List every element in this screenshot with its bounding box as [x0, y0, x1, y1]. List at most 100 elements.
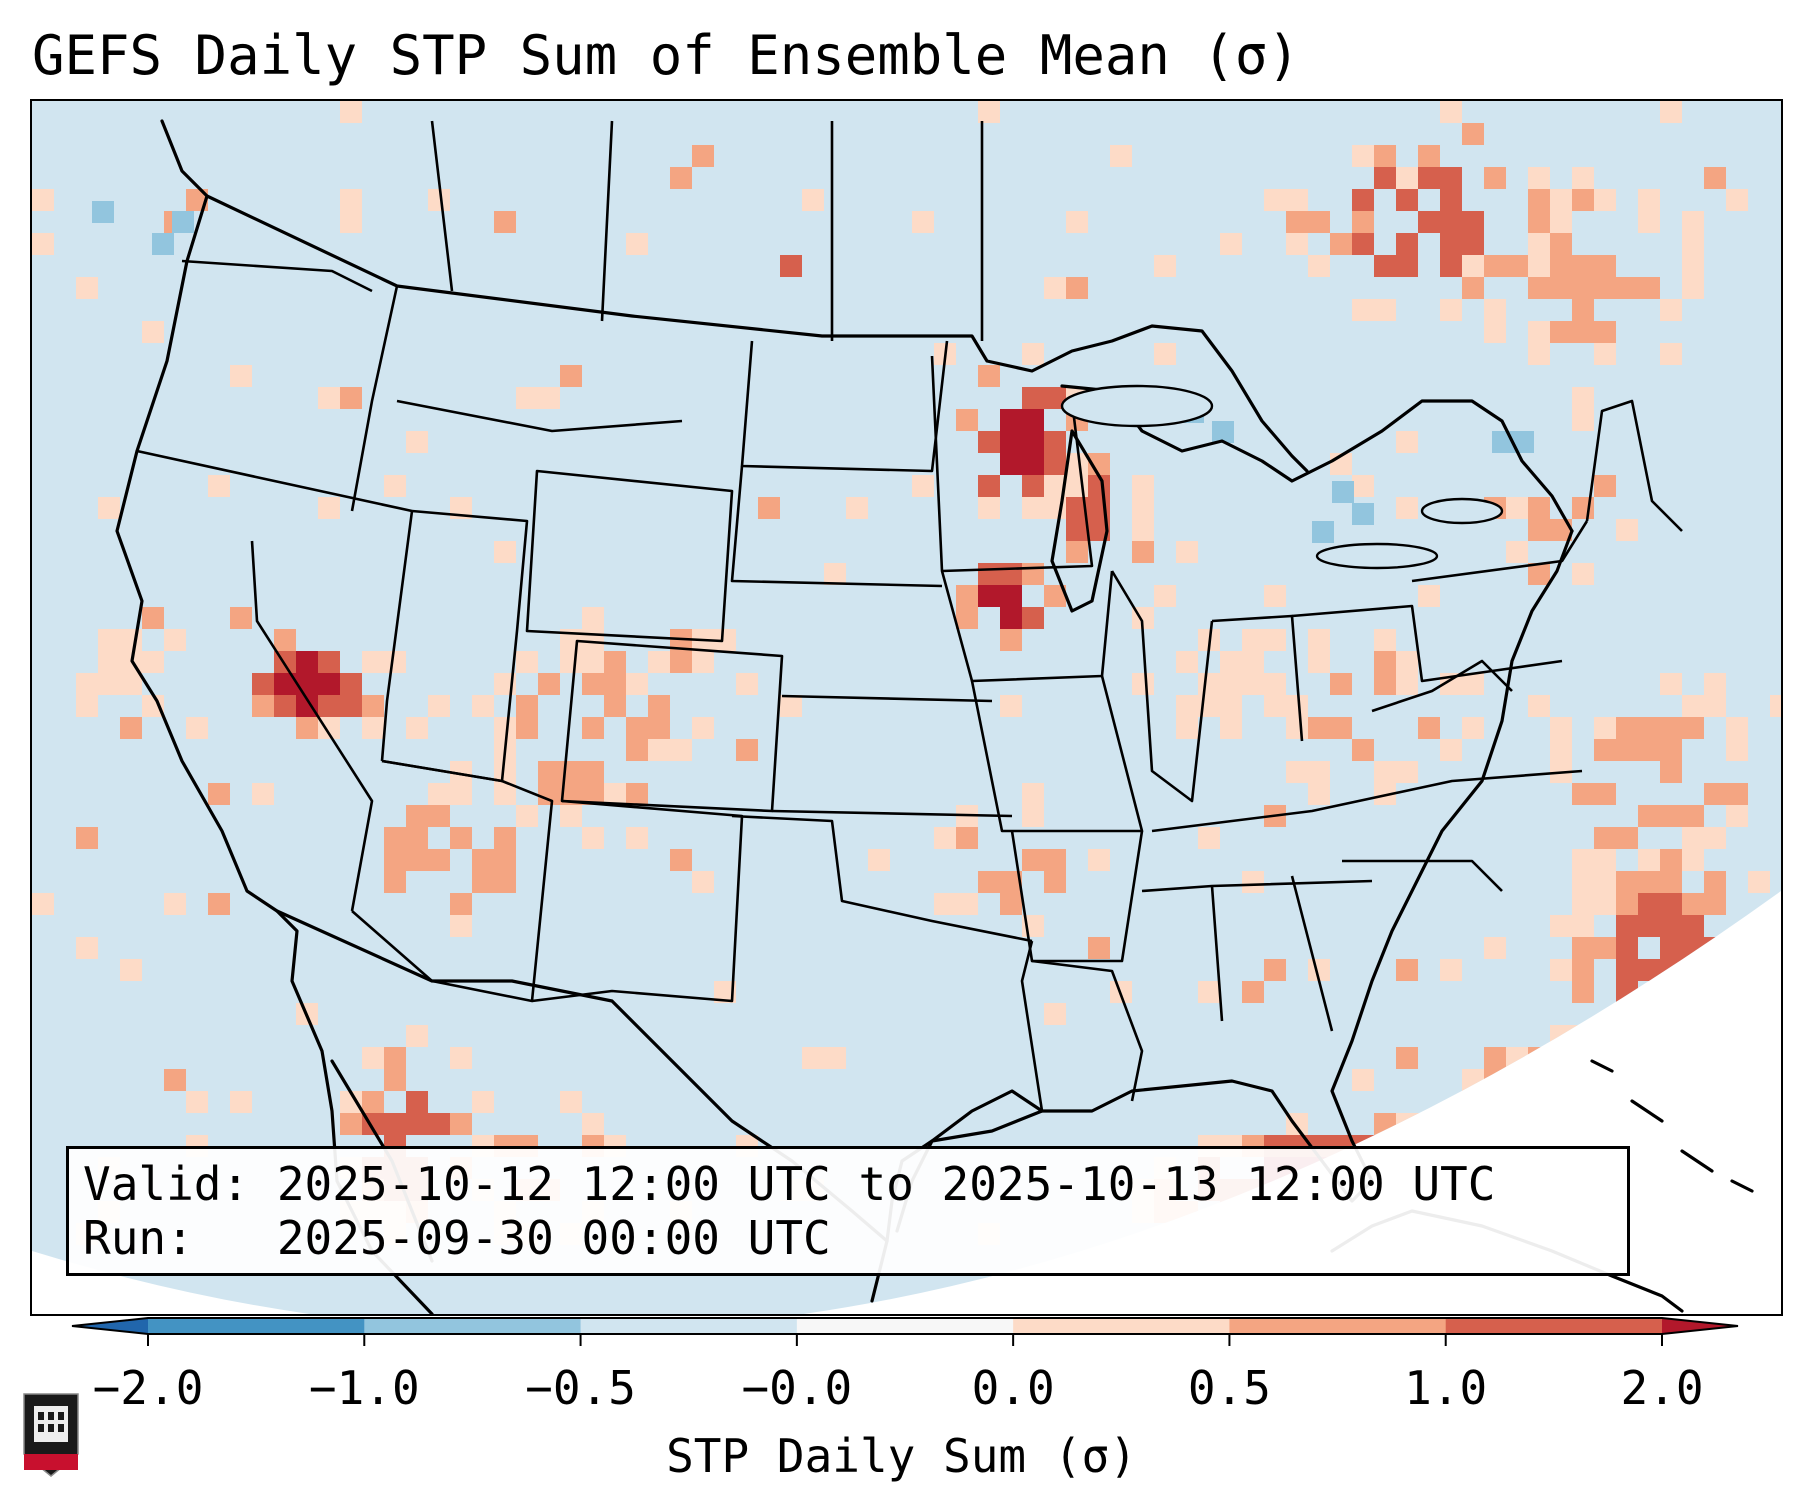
colorbar-segment	[1445, 1318, 1663, 1334]
anomaly-cell	[1286, 761, 1308, 783]
anomaly-cell	[1000, 453, 1022, 475]
anomaly-cell	[1374, 673, 1396, 695]
anomaly-cell	[1462, 255, 1484, 277]
anomaly-cell	[1594, 937, 1616, 959]
anomaly-cell	[648, 717, 670, 739]
anomaly-cell	[560, 783, 582, 805]
anomaly-cell	[318, 651, 340, 673]
anomaly-cell	[1594, 321, 1616, 343]
anomaly-cell	[1242, 651, 1264, 673]
carolinas-border	[1342, 859, 1503, 892]
anomaly-cell	[1132, 519, 1154, 541]
anomaly-cell	[1220, 695, 1242, 717]
anomaly-cell	[1594, 189, 1616, 211]
anomaly-cell	[1000, 585, 1022, 607]
anomaly-cell	[692, 717, 714, 739]
anomaly-cell	[1374, 167, 1396, 189]
anomaly-cell	[318, 695, 340, 717]
anomaly-cell	[1374, 299, 1396, 321]
anomaly-cell	[1462, 673, 1484, 695]
anomaly-cell	[582, 607, 604, 629]
anomaly-cell	[1352, 211, 1374, 233]
anomaly-cell	[1594, 783, 1616, 805]
anomaly-cell	[1572, 255, 1594, 277]
anomaly-cell	[1418, 211, 1440, 233]
anomaly-cell	[824, 563, 846, 585]
anomaly-cell	[1594, 475, 1616, 497]
anomaly-cell	[868, 849, 890, 871]
anomaly-cell	[1066, 475, 1088, 497]
anomaly-cell	[1726, 805, 1748, 827]
anomaly-cell	[1374, 783, 1396, 805]
anomaly-cell	[1396, 255, 1418, 277]
niu-logo	[23, 1393, 79, 1477]
anomaly-cell	[1572, 783, 1594, 805]
anomaly-cell	[384, 849, 406, 871]
anomaly-cell	[1616, 915, 1638, 937]
anomaly-cell	[1308, 717, 1330, 739]
anomaly-cell	[1352, 145, 1374, 167]
anomaly-cell	[956, 827, 978, 849]
anomaly-cell	[450, 893, 472, 915]
anomaly-cell	[494, 211, 516, 233]
anomaly-cell	[1572, 937, 1594, 959]
sd-ne-border	[730, 465, 943, 588]
anomaly-cell	[1550, 321, 1572, 343]
anomaly-cell	[1154, 585, 1176, 607]
anomaly-cell	[296, 651, 318, 673]
anomaly-cell	[802, 189, 824, 211]
anomaly-cell-negative	[172, 211, 194, 233]
bahamas-islands	[1590, 1059, 1754, 1193]
anomaly-cell	[1066, 541, 1088, 563]
anomaly-cell	[648, 651, 670, 673]
anomaly-cell	[538, 387, 560, 409]
colorbar	[71, 1317, 1739, 1346]
anomaly-cell	[296, 717, 318, 739]
anomaly-cell	[1484, 1047, 1506, 1069]
anomaly-cell	[1660, 937, 1682, 959]
anomaly-cell	[1726, 783, 1748, 805]
anomaly-cell	[450, 827, 472, 849]
colorbar-segments	[71, 1317, 1739, 1335]
anomaly-cell	[1704, 673, 1726, 695]
anomaly-cell	[208, 893, 230, 915]
anomaly-cell	[1396, 673, 1418, 695]
anomaly-cell	[1528, 277, 1550, 299]
anomaly-cell	[604, 651, 626, 673]
ca-nv-diagonal	[250, 540, 374, 912]
anomaly-cell	[1682, 717, 1704, 739]
anomaly-cell	[1374, 255, 1396, 277]
anomaly-cell	[1660, 299, 1682, 321]
anomaly-cell	[1616, 827, 1638, 849]
anomaly-cell	[1528, 321, 1550, 343]
anomaly-cell	[1440, 739, 1462, 761]
anomaly-cell	[1374, 629, 1396, 651]
anomaly-cell	[274, 695, 296, 717]
anomaly-cell	[1440, 101, 1462, 123]
anomaly-cell	[1352, 189, 1374, 211]
anomaly-cell	[186, 717, 208, 739]
anomaly-cell	[1660, 673, 1682, 695]
anomaly-cell	[1550, 255, 1572, 277]
map-panel	[30, 99, 1783, 1316]
ar-border	[1010, 830, 1144, 963]
anomaly-cell	[1000, 563, 1022, 585]
map-canvas	[32, 101, 1781, 1314]
anomaly-cell	[428, 805, 450, 827]
anomaly-cell	[802, 1047, 824, 1069]
anomaly-cell	[384, 1047, 406, 1069]
colorbar-extend-high	[1662, 1318, 1738, 1334]
anomaly-cell	[1572, 871, 1594, 893]
anomaly-cell	[1352, 1069, 1374, 1091]
us-canada-border	[205, 194, 1309, 473]
anomaly-cell	[1726, 189, 1748, 211]
anomaly-cell	[296, 695, 318, 717]
anomaly-cell	[164, 893, 186, 915]
ks-ok-border	[771, 809, 1013, 818]
anomaly-cell	[450, 1047, 472, 1069]
anomaly-cell	[1550, 717, 1572, 739]
mn-border	[930, 355, 1094, 573]
anomaly-cell	[626, 233, 648, 255]
anomaly-cell	[1660, 849, 1682, 871]
anomaly-cell	[472, 849, 494, 871]
